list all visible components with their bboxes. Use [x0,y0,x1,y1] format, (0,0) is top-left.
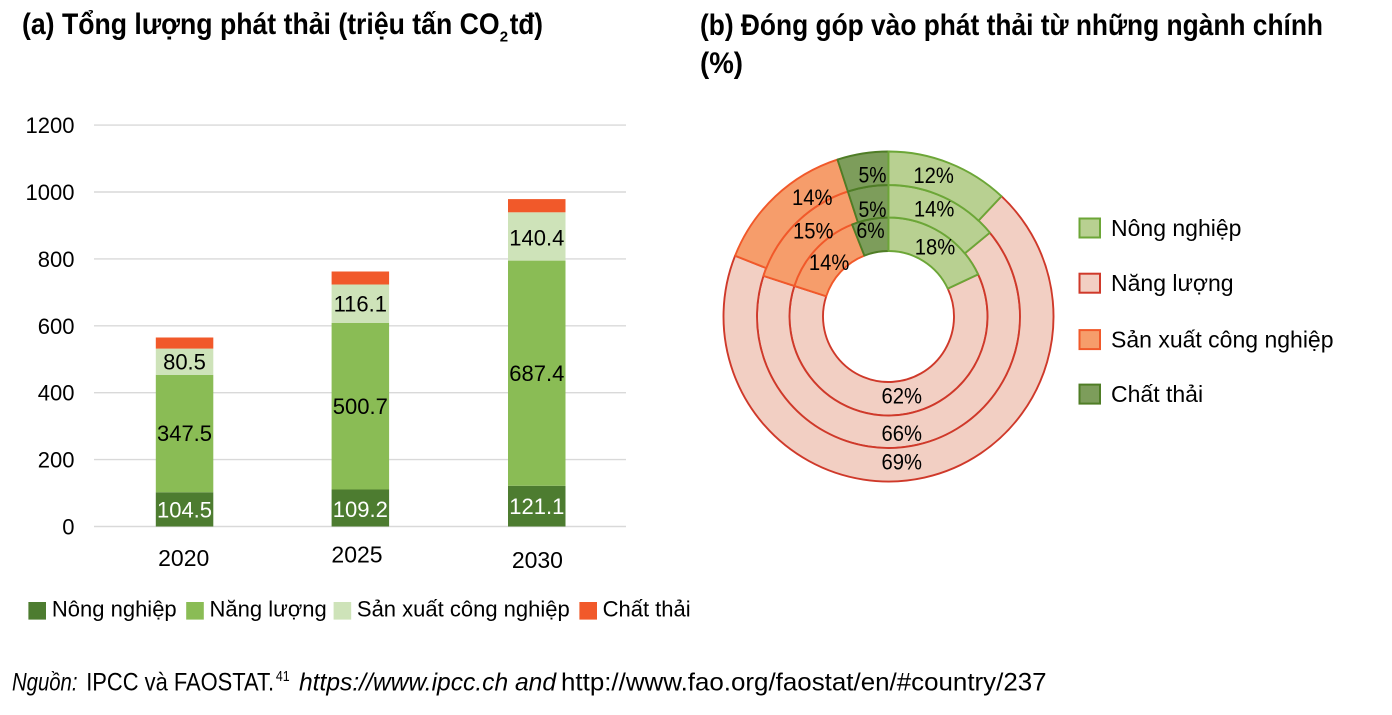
svg-text:14%: 14% [792,185,833,210]
svg-text:1000: 1000 [26,180,75,205]
svg-text:5%: 5% [859,163,887,188]
svg-text:Chất thải: Chất thải [603,596,691,621]
svg-text:62%: 62% [882,384,923,409]
svg-text:200: 200 [38,448,75,473]
svg-text:2020: 2020 [158,545,209,571]
svg-text:Nông nghiệp: Nông nghiệp [1111,215,1241,241]
svg-text:69%: 69% [882,450,923,475]
svg-text:2: 2 [500,29,508,46]
svg-text:121.1: 121.1 [509,494,564,519]
svg-text:tđ): tđ) [510,8,543,41]
svg-text:116.1: 116.1 [334,292,387,317]
svg-text:6%: 6% [856,218,884,243]
svg-text:(b) Đóng góp vào phát thải từ: (b) Đóng góp vào phát thải từ những ngàn… [700,9,1323,42]
svg-text:http://www.fao.org/faostat/en/: http://www.fao.org/faostat/en/#country/2… [561,668,1047,696]
svg-text:IPCC và FAOSTAT.: IPCC và FAOSTAT. [86,668,274,696]
svg-text:1200: 1200 [26,113,75,138]
svg-text:800: 800 [38,247,75,272]
svg-text:Năng lượng: Năng lượng [1111,270,1234,296]
svg-text:687.4: 687.4 [509,361,564,386]
svg-text:Sản xuất công nghiệp: Sản xuất công nghiệp [357,596,570,621]
svg-text:600: 600 [38,314,75,339]
svg-text:66%: 66% [882,421,923,446]
svg-text:Nông nghiệp: Nông nghiệp [52,596,177,621]
svg-text:Sản xuất công nghiệp: Sản xuất công nghiệp [1111,327,1334,353]
svg-text:18%: 18% [915,234,956,259]
svg-text:14%: 14% [914,197,955,222]
svg-text:2025: 2025 [331,542,382,568]
svg-text:(a) Tổng lượng phát thải (triệ: (a) Tổng lượng phát thải (triệu tấn CO [22,8,500,41]
svg-text:347.5: 347.5 [157,421,212,446]
svg-text:Năng lượng: Năng lượng [210,596,327,621]
svg-text:140.4: 140.4 [509,225,564,250]
svg-text:(%): (%) [700,47,743,80]
svg-text:80.5: 80.5 [163,350,206,375]
svg-text:0: 0 [62,515,74,540]
svg-text:Chất thải: Chất thải [1111,381,1203,407]
svg-text:Nguồn:: Nguồn: [12,668,78,696]
svg-text:https://www.ipcc.ch and: https://www.ipcc.ch and [299,668,557,696]
svg-text:41: 41 [276,668,290,685]
svg-text:14%: 14% [809,250,850,275]
svg-text:500.7: 500.7 [333,394,388,419]
svg-text:5%: 5% [859,197,887,222]
svg-text:2030: 2030 [512,547,563,573]
svg-text:109.2: 109.2 [333,497,388,522]
svg-text:15%: 15% [793,219,834,244]
svg-text:400: 400 [38,381,75,406]
svg-text:104.5: 104.5 [157,497,212,522]
svg-text:12%: 12% [913,163,954,188]
